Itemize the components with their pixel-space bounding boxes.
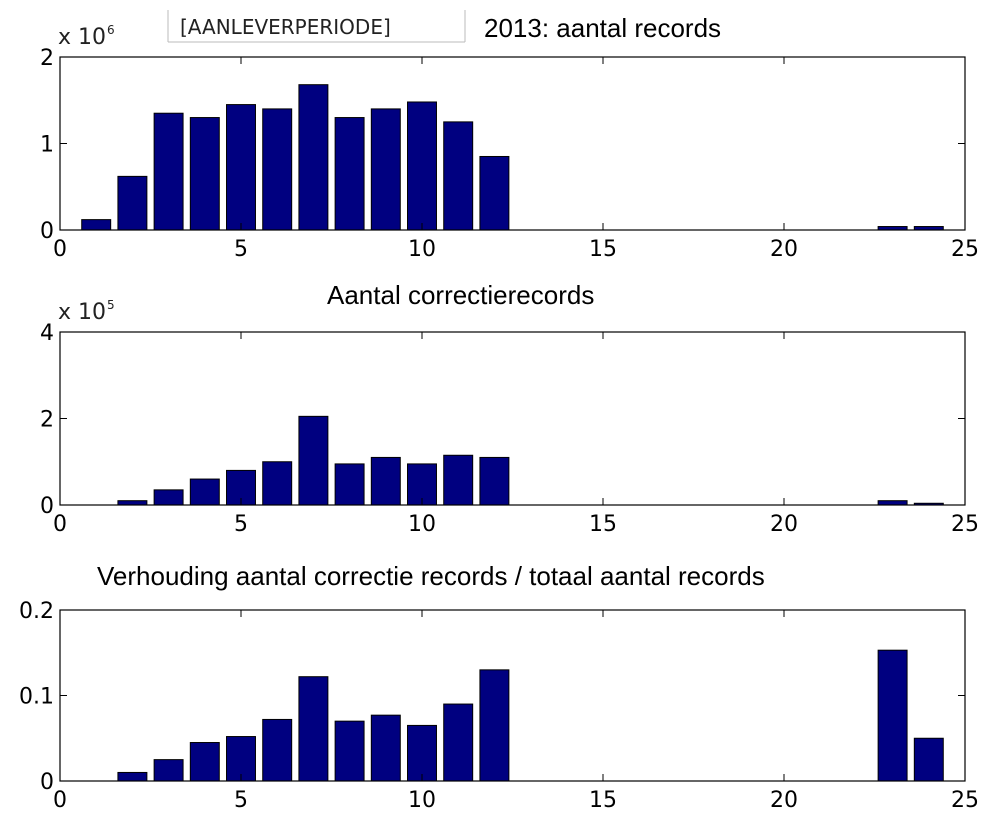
x-tick-label-0-15: 15: [589, 237, 617, 262]
x-tick-label-1-10: 10: [408, 512, 436, 537]
bar-1-8: [334, 463, 365, 506]
bar-1-11: [443, 454, 474, 506]
exponent-label-0: x 10: [58, 25, 106, 50]
bar-0-7: [298, 84, 329, 231]
bar-0-4: [189, 117, 220, 231]
x-tick-label-0-20: 20: [770, 237, 798, 262]
x-tick-label-1-0: 0: [53, 512, 67, 537]
bar-2-7: [298, 676, 329, 782]
exponent-power-0: 6: [107, 23, 115, 37]
bar-2-9: [370, 714, 401, 782]
bar-1-10: [407, 463, 437, 506]
header-tag-box: [AANLEVERPERIODE]: [167, 10, 466, 43]
bar-0-10: [407, 101, 437, 231]
bar-0-1: [81, 219, 112, 231]
y-tick-label-0-2: 2: [40, 46, 54, 71]
bar-0-9: [370, 108, 401, 231]
x-tick-label-0-0: 0: [53, 237, 67, 262]
bar-1-12: [479, 456, 510, 506]
x-tick-label-0-10: 10: [408, 237, 436, 262]
x-tick-label-1-25: 25: [951, 512, 979, 537]
bar-1-2: [117, 500, 148, 506]
y-tick-label-0-1: 1: [40, 133, 54, 158]
bar-2-23: [877, 649, 908, 782]
bar-2-24: [913, 737, 944, 782]
bar-1-3: [153, 489, 184, 506]
y-tick-label-1-4: 4: [40, 321, 54, 346]
chart-title-1: Aantal correctierecords: [327, 280, 594, 310]
exponent-label-1: x 10: [58, 300, 106, 325]
bar-0-5: [226, 104, 256, 231]
bar-2-4: [189, 742, 220, 782]
bar-2-3: [153, 759, 184, 782]
x-tick-label-0-5: 5: [234, 237, 248, 262]
bar-0-8: [334, 117, 365, 231]
x-tick-label-1-20: 20: [770, 512, 798, 537]
bar-1-6: [262, 461, 293, 506]
bar-2-6: [262, 718, 293, 782]
y-tick-label-2-0.2: 0.2: [19, 599, 54, 624]
x-tick-label-0-25: 25: [951, 237, 979, 262]
exponent-power-1: 5: [107, 298, 115, 312]
header-tag-label: [AANLEVERPERIODE]: [180, 15, 391, 39]
x-tick-label-2-25: 25: [951, 788, 979, 813]
bar-2-10: [407, 724, 437, 782]
bar-1-7: [298, 415, 329, 506]
y-tick-label-1-2: 2: [40, 408, 54, 433]
y-tick-label-1-0: 0: [40, 494, 54, 519]
y-tick-label-2-0: 0: [40, 770, 54, 795]
bar-0-11: [443, 121, 474, 231]
bar-2-12: [479, 669, 510, 782]
x-tick-label-2-15: 15: [589, 788, 617, 813]
panel-ratio: Verhouding aantal correctie records / to…: [19, 561, 979, 813]
x-tick-label-2-10: 10: [408, 788, 436, 813]
x-tick-label-2-0: 0: [53, 788, 67, 813]
bar-2-2: [117, 771, 148, 782]
bar-0-12: [479, 155, 510, 231]
x-tick-label-2-5: 5: [234, 788, 248, 813]
bar-0-2: [117, 175, 148, 231]
bar-0-6: [262, 108, 293, 231]
x-tick-label-1-5: 5: [234, 512, 248, 537]
y-tick-label-0-0: 0: [40, 219, 54, 244]
chart-title-2: Verhouding aantal correctie records / to…: [97, 561, 765, 591]
x-tick-label-2-20: 20: [770, 788, 798, 813]
bar-1-23: [877, 500, 908, 506]
x-tick-label-1-15: 15: [589, 512, 617, 537]
bar-1-9: [370, 456, 401, 506]
bar-0-3: [153, 112, 184, 231]
bar-2-8: [334, 720, 365, 782]
bar-2-11: [443, 703, 474, 782]
panel-total-records: 2013: aantal records x 10 6 0 5 10 15 20 25 0 1 2: [40, 13, 979, 262]
bar-1-4: [189, 478, 220, 506]
chart-title-0: 2013: aantal records: [484, 13, 721, 43]
y-tick-label-2-0.1: 0.1: [19, 685, 54, 710]
